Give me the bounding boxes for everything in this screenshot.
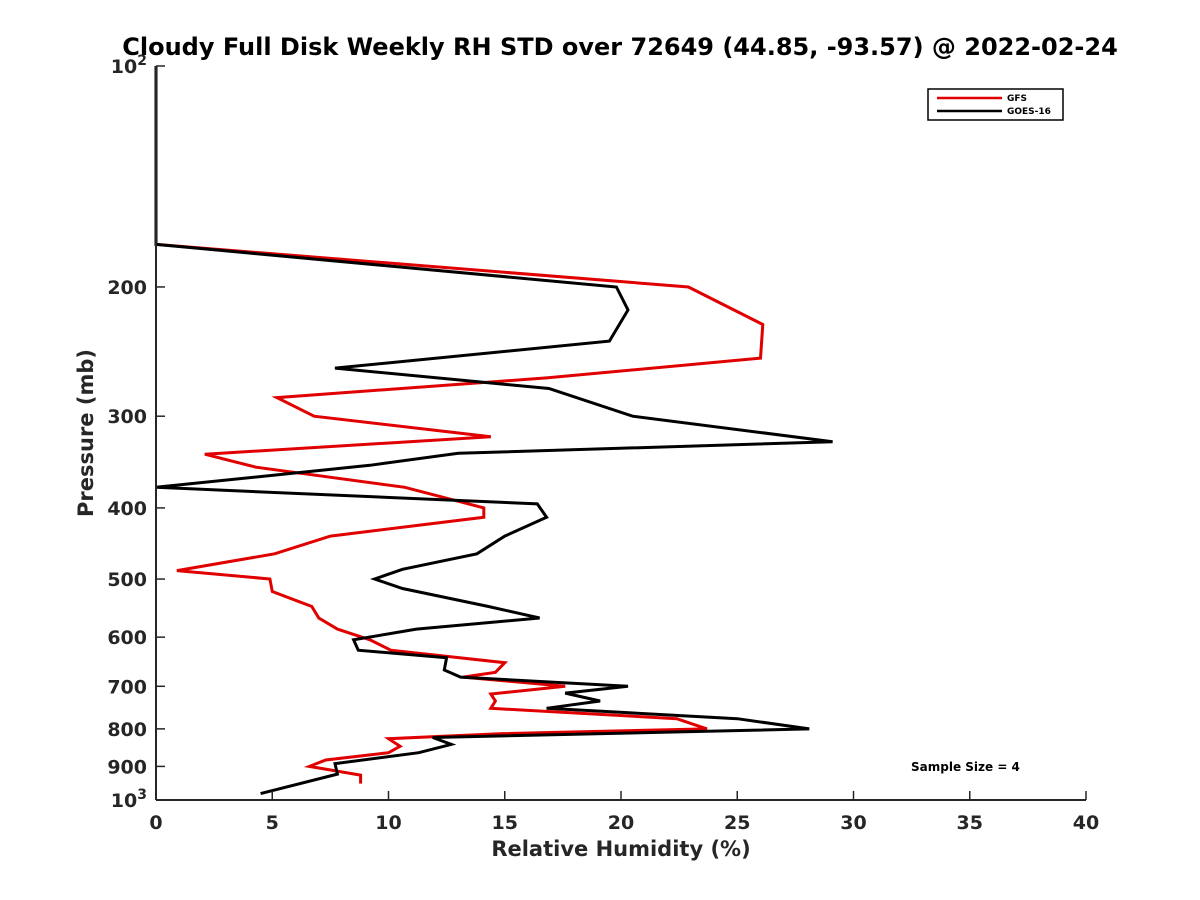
legend: GFS GOES-16 <box>927 88 1064 121</box>
x-tick-label: 20 <box>608 812 634 834</box>
y-tick-label: 500 <box>107 569 147 591</box>
x-tick-label: 35 <box>957 812 983 834</box>
y-tick-label: 300 <box>107 406 147 428</box>
chart-title: Cloudy Full Disk Weekly RH STD over 7264… <box>122 33 1118 61</box>
x-tick-label: 15 <box>492 812 518 834</box>
series-layer <box>154 66 833 796</box>
y-axis-label: Pressure (mb) <box>74 349 98 517</box>
x-tick-label: 10 <box>375 812 401 834</box>
x-tick-label: 5 <box>266 812 279 834</box>
legend-label-goes16: GOES-16 <box>1007 107 1051 117</box>
x-tick-label: 40 <box>1073 812 1099 834</box>
y-tick-label: 700 <box>107 676 147 698</box>
legend-label-gfs: GFS <box>1007 94 1027 104</box>
y-tick-label: 600 <box>107 627 147 649</box>
x-tick-label: 30 <box>840 812 866 834</box>
y-tick-label: 800 <box>107 719 147 741</box>
series-line-goes16 <box>154 66 833 796</box>
y-tick-label: 103 <box>111 787 147 812</box>
y-tick-label: 200 <box>107 277 147 299</box>
y-tick-label: 900 <box>107 756 147 778</box>
y-tick-label: 400 <box>107 498 147 520</box>
x-ticks: 0 5 10 15 20 25 30 35 40 <box>149 791 1099 834</box>
legend-box <box>927 88 1064 121</box>
sample-size-annotation: Sample Size = 4 <box>911 760 1020 774</box>
y-ticks: 102 200 300 400 500 600 700 800 900 103 <box>107 53 165 812</box>
x-axis-label: Relative Humidity (%) <box>491 837 750 861</box>
x-tick-label: 25 <box>724 812 750 834</box>
y-tick-label: 102 <box>111 53 147 78</box>
x-tick-label: 0 <box>149 812 162 834</box>
